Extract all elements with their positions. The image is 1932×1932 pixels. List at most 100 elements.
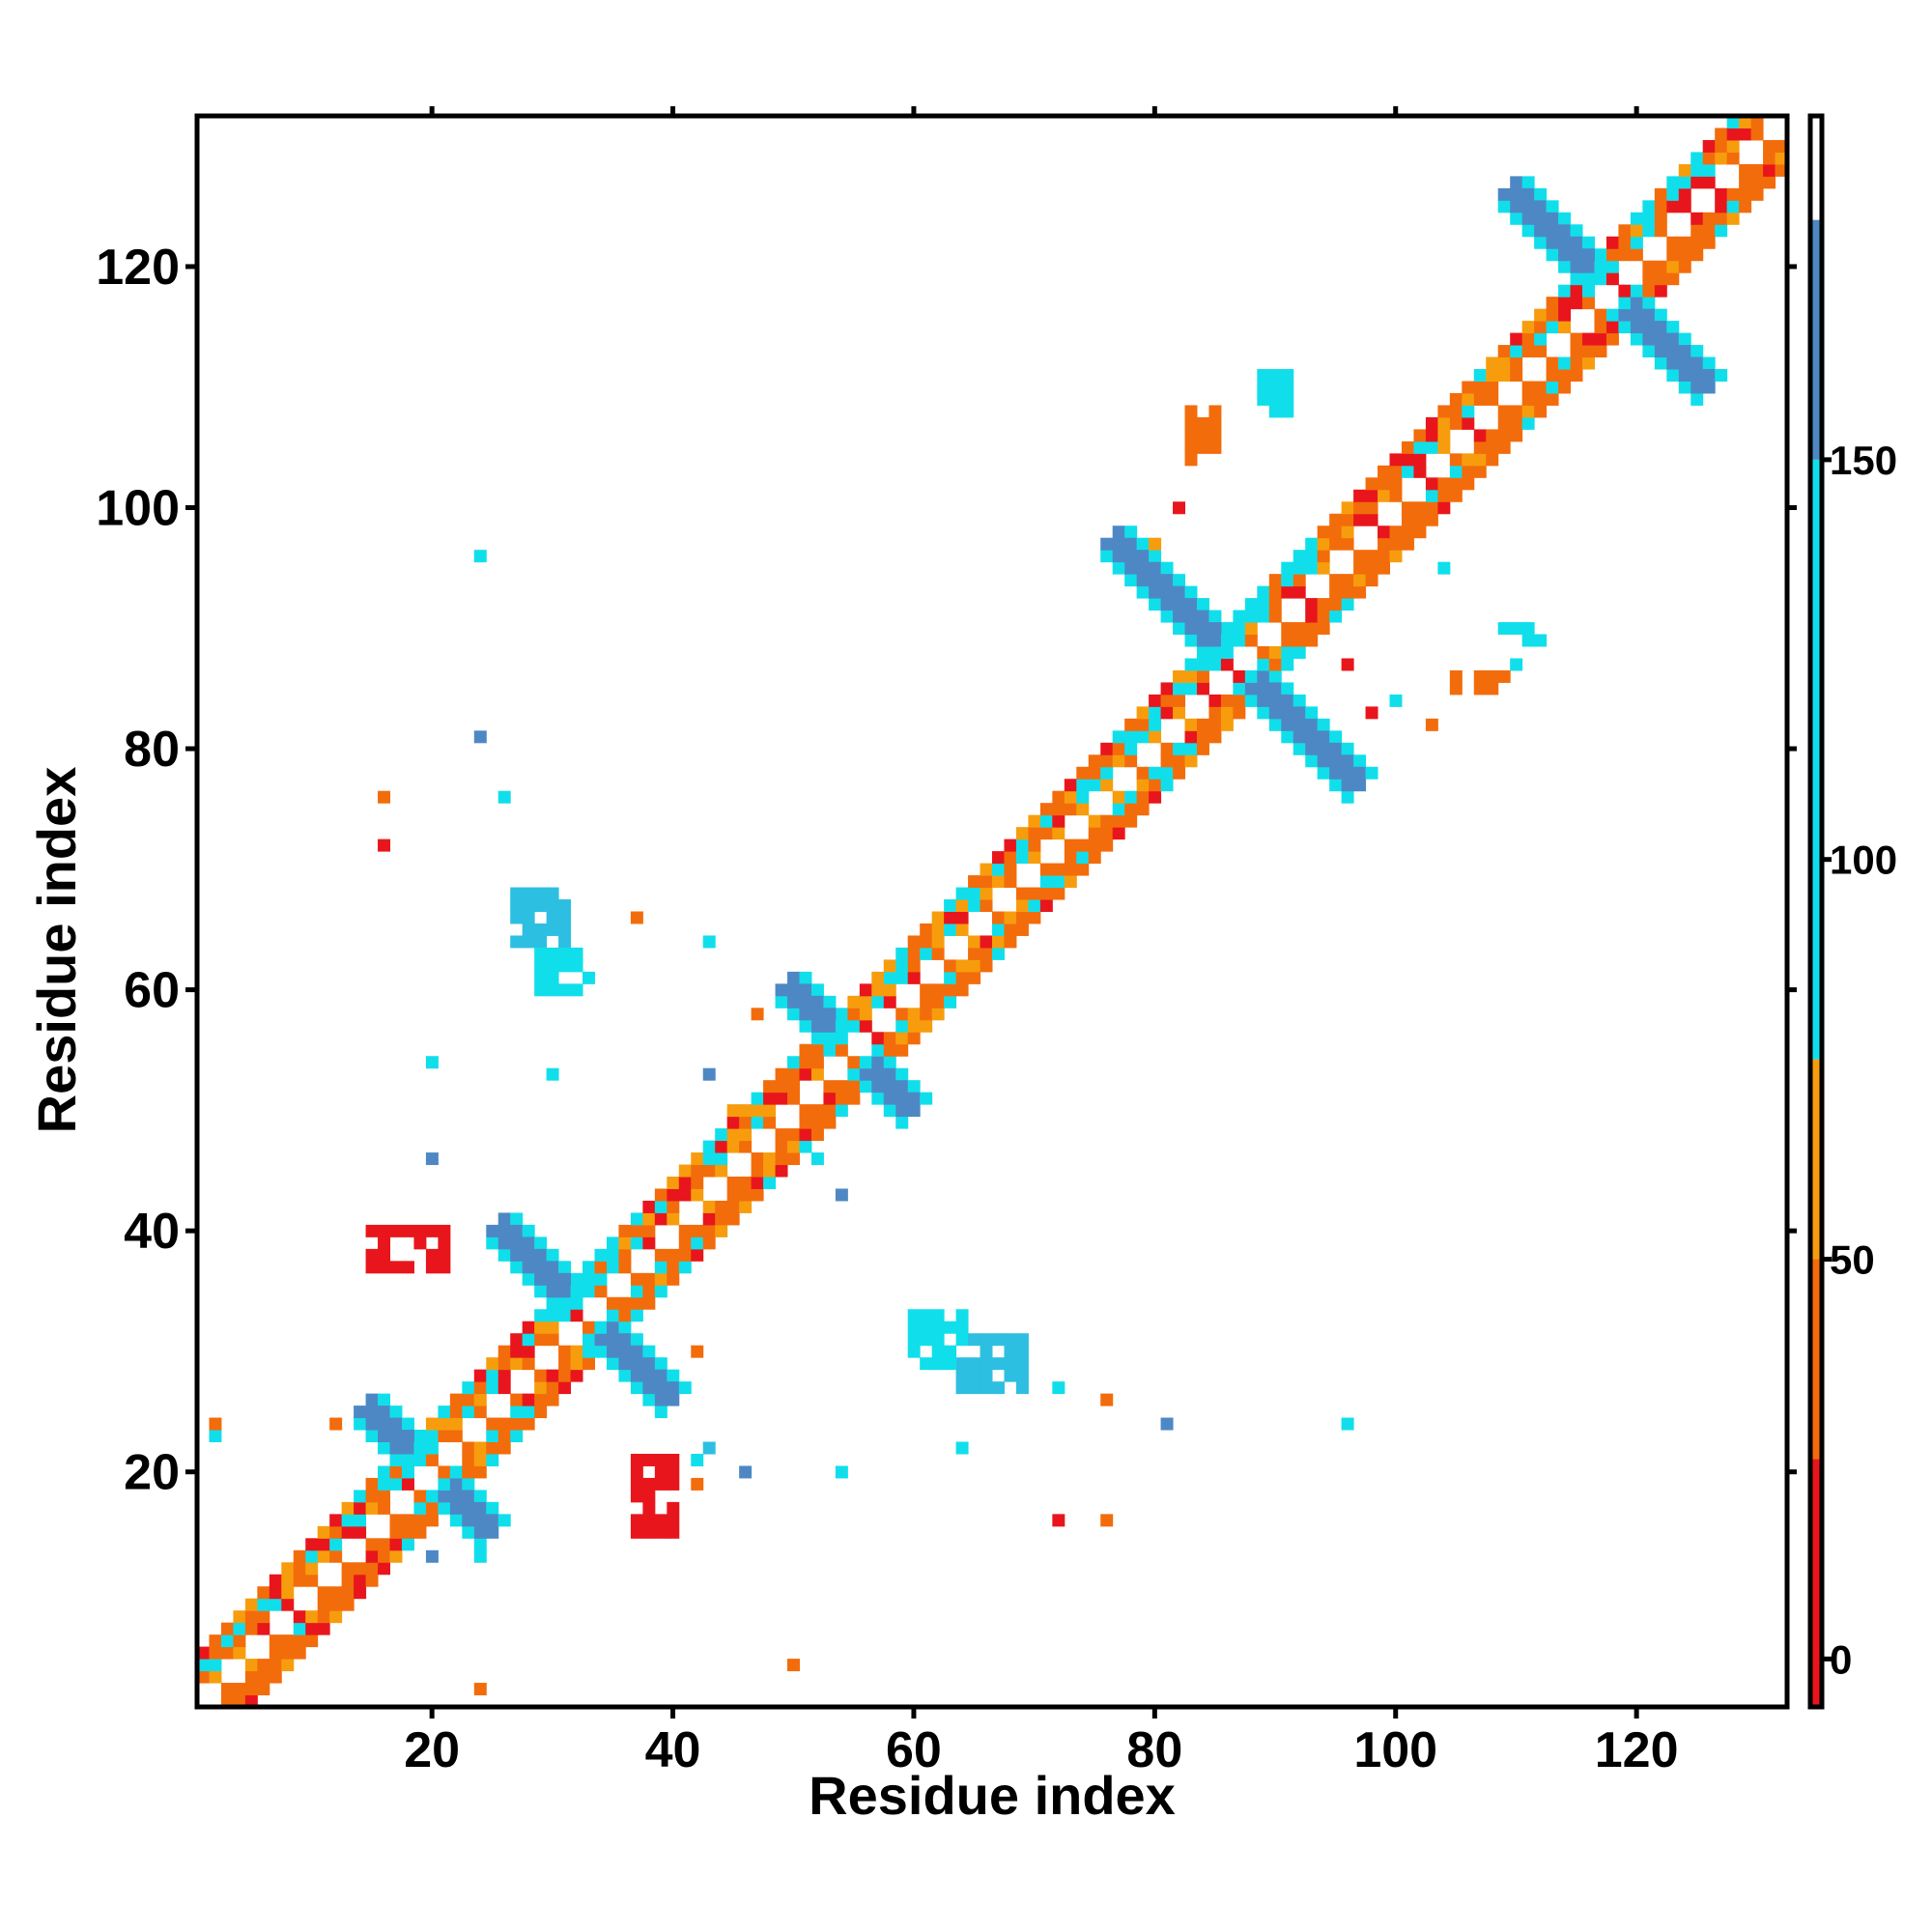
heatmap-cell <box>810 983 824 997</box>
heatmap-cell <box>1510 356 1523 370</box>
heatmap-cell <box>691 1224 704 1237</box>
heatmap-cell <box>341 1586 355 1600</box>
heatmap-cell <box>1052 863 1065 876</box>
heatmap-cell <box>269 1670 282 1684</box>
heatmap-cell <box>907 1019 921 1033</box>
heatmap-cell <box>1088 851 1101 865</box>
heatmap-cell <box>281 1659 295 1672</box>
heatmap-cell <box>244 1683 258 1696</box>
heatmap-cell <box>955 899 969 912</box>
heatmap-cell <box>1378 561 1390 575</box>
heatmap-cell <box>1160 1417 1174 1431</box>
heatmap-cell <box>546 899 559 912</box>
heatmap-cell <box>522 1261 535 1274</box>
heatmap-cell <box>1196 610 1209 623</box>
heatmap-cell <box>558 1345 572 1358</box>
heatmap-cell <box>378 1224 391 1237</box>
heatmap-cell <box>739 1116 753 1129</box>
heatmap-cell <box>810 1019 824 1033</box>
heatmap-cell <box>1666 369 1680 382</box>
heatmap-cell <box>606 1248 619 1262</box>
heatmap-cell <box>1293 742 1306 755</box>
heatmap-cell <box>1196 429 1209 442</box>
heatmap-cell <box>1160 706 1174 720</box>
heatmap-cell <box>378 1393 391 1406</box>
heatmap-cell <box>1546 392 1559 406</box>
heatmap-cell <box>1401 465 1414 478</box>
heatmap-cell <box>510 911 524 924</box>
heatmap-cell <box>486 1430 499 1442</box>
heatmap-cell <box>1184 416 1198 430</box>
heatmap-cell <box>329 1538 343 1551</box>
heatmap-cell <box>378 1406 391 1419</box>
heatmap-cell <box>1220 694 1234 707</box>
heatmap-cell <box>1100 754 1114 768</box>
heatmap-cell <box>1642 332 1656 346</box>
heatmap-cell <box>1546 224 1559 238</box>
heatmap-cell <box>1208 634 1222 647</box>
heatmap-cell <box>1268 669 1282 683</box>
heatmap-cell <box>1582 260 1595 273</box>
heatmap-cell <box>931 1357 945 1371</box>
heatmap-cell <box>678 1224 692 1237</box>
heatmap-cell <box>257 1610 270 1624</box>
heatmap-cell <box>1497 356 1511 370</box>
heatmap-cell <box>618 1369 632 1382</box>
heatmap-cell <box>413 1501 427 1515</box>
heatmap-cell <box>1605 321 1619 334</box>
heatmap-cell <box>1413 526 1427 539</box>
heatmap-cell <box>546 1333 559 1347</box>
heatmap-cell <box>920 1309 933 1322</box>
heatmap-cell <box>810 1128 824 1142</box>
y-axis: 20 40 60 80 100 120 <box>96 240 197 1501</box>
heatmap-cell <box>1124 814 1138 828</box>
heatmap-cell <box>1184 754 1198 768</box>
heatmap-cell <box>1630 248 1643 262</box>
heatmap-cell <box>305 1538 319 1551</box>
heatmap-cell <box>630 1236 643 1250</box>
heatmap-cell <box>1425 440 1438 454</box>
y-tick-label: 120 <box>96 240 180 296</box>
heatmap-cell <box>763 1080 777 1094</box>
heatmap-cell <box>895 1116 909 1129</box>
heatmap-cell <box>1015 851 1029 865</box>
heatmap-cell <box>257 1622 270 1635</box>
heatmap-cell <box>425 1056 439 1069</box>
heatmap-cell <box>630 1333 643 1347</box>
heatmap-cell <box>1678 248 1691 262</box>
heatmap-cell <box>787 1152 800 1166</box>
heatmap-cell <box>630 1525 643 1539</box>
heatmap-cell <box>1486 669 1499 683</box>
heatmap-cell <box>739 1104 753 1118</box>
heatmap-cell <box>486 1381 499 1395</box>
heatmap-cell <box>980 935 993 949</box>
heatmap-cell <box>1100 537 1114 551</box>
heatmap-cell <box>1618 297 1632 310</box>
heatmap-cell <box>1149 790 1162 804</box>
heatmap-cell <box>1004 838 1017 852</box>
heatmap-cell <box>317 1586 330 1600</box>
heatmap-cell <box>642 1514 656 1527</box>
heatmap-cell <box>920 995 933 1009</box>
heatmap-cell <box>1570 369 1583 382</box>
heatmap-cell <box>1521 345 1535 358</box>
heatmap-cell <box>486 1369 499 1382</box>
heatmap-cell <box>859 1008 872 1021</box>
heatmap-cell <box>1690 152 1704 165</box>
heatmap-cell <box>522 899 535 912</box>
heatmap-cell <box>920 923 933 936</box>
heatmap-cell <box>1112 790 1125 804</box>
heatmap-cell <box>510 1417 524 1431</box>
heatmap-cell <box>354 1406 367 1419</box>
heatmap-cell <box>1317 730 1330 744</box>
heatmap-cell <box>1510 622 1523 636</box>
heatmap-cell <box>365 1248 379 1262</box>
heatmap-cell <box>1413 429 1427 442</box>
heatmap-cell <box>220 1622 234 1635</box>
heatmap-cell <box>558 1381 572 1395</box>
heatmap-cell <box>1160 766 1174 780</box>
heatmap-cell <box>1739 176 1752 189</box>
heatmap-cell <box>209 1417 222 1431</box>
colorbar-tick-label: 50 <box>1830 1237 1875 1283</box>
heatmap-cell <box>1341 766 1354 780</box>
